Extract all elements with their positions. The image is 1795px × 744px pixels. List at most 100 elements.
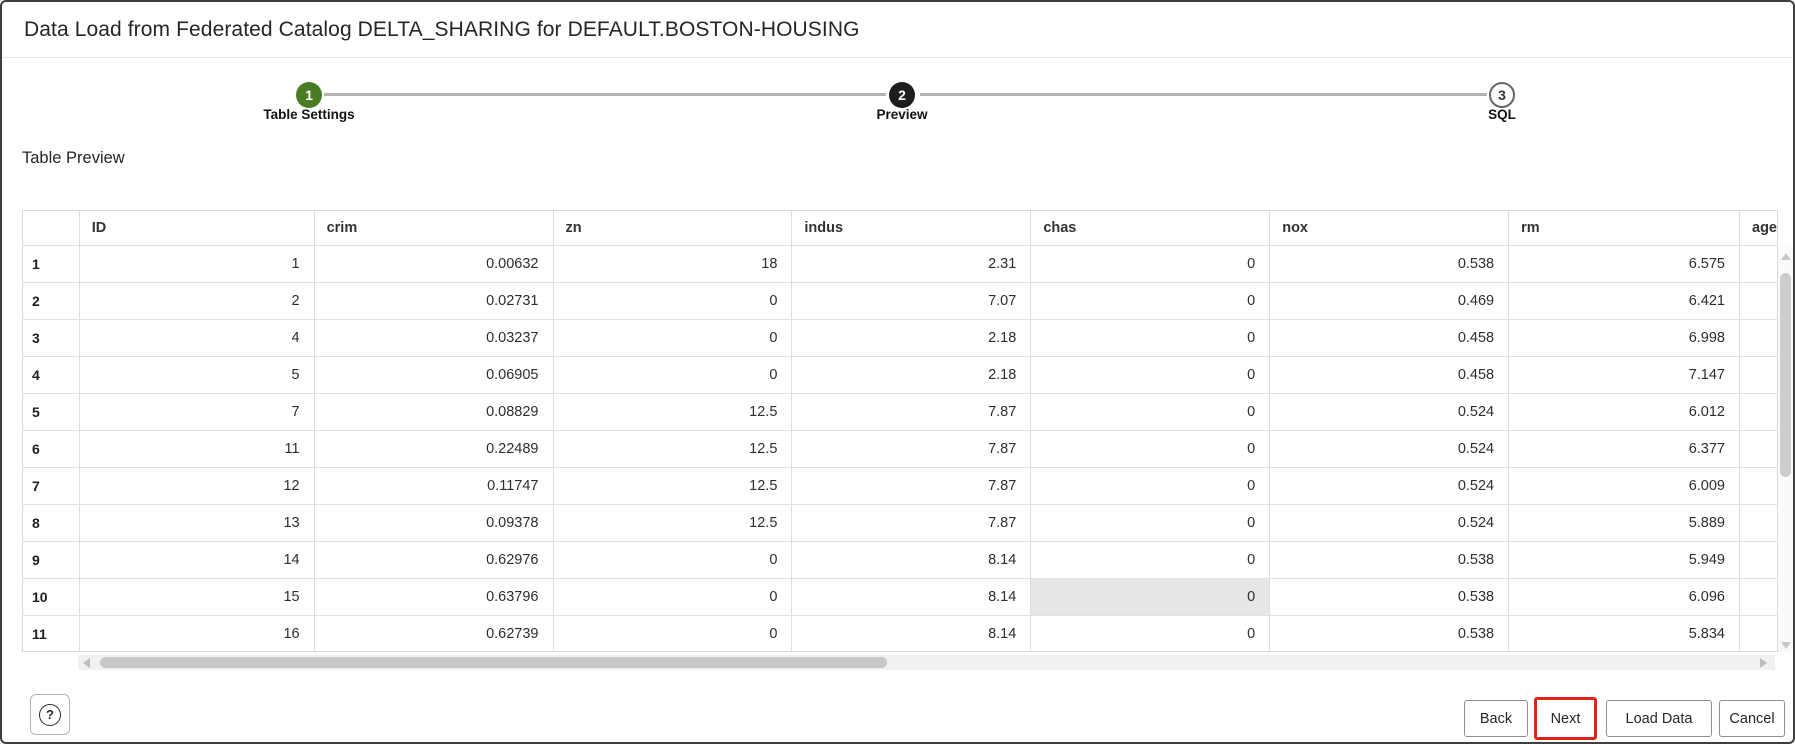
scroll-up-icon[interactable]: [1781, 253, 1791, 260]
cell-chas[interactable]: 0: [1030, 541, 1271, 579]
cell-crim[interactable]: 0.11747: [314, 467, 554, 505]
cell-chas[interactable]: 0: [1030, 615, 1271, 651]
cell-chas[interactable]: 0: [1030, 578, 1271, 616]
vertical-scrollbar[interactable]: [1778, 245, 1793, 652]
cell-age[interactable]: [1739, 393, 1777, 431]
row-number-cell[interactable]: 5: [23, 393, 80, 431]
scroll-down-icon[interactable]: [1781, 642, 1791, 649]
cell-ID[interactable]: 12: [79, 467, 315, 505]
cell-rm[interactable]: 6.009: [1508, 467, 1740, 505]
cell-chas[interactable]: 0: [1030, 245, 1271, 283]
cell-indus[interactable]: 8.14: [791, 615, 1032, 651]
cell-crim[interactable]: 0.08829: [314, 393, 554, 431]
cell-rm[interactable]: 6.421: [1508, 282, 1740, 320]
cell-indus[interactable]: 7.87: [791, 430, 1032, 468]
cell-rm[interactable]: 5.889: [1508, 504, 1740, 542]
cell-age[interactable]: [1739, 319, 1777, 357]
cell-ID[interactable]: 7: [79, 393, 315, 431]
cell-age[interactable]: [1739, 282, 1777, 320]
cell-age[interactable]: [1739, 615, 1777, 651]
row-number-cell[interactable]: 6: [23, 430, 80, 468]
horizontal-scrollbar[interactable]: [78, 655, 1775, 670]
cell-rm[interactable]: 6.377: [1508, 430, 1740, 468]
cell-nox[interactable]: 0.469: [1269, 282, 1510, 320]
vertical-scrollbar-thumb[interactable]: [1780, 273, 1791, 477]
cell-crim[interactable]: 0.06905: [314, 356, 554, 394]
cell-chas[interactable]: 0: [1030, 356, 1271, 394]
cell-indus[interactable]: 2.18: [791, 356, 1032, 394]
cell-rm[interactable]: 7.147: [1508, 356, 1740, 394]
scroll-right-icon[interactable]: [1760, 658, 1767, 668]
cell-zn[interactable]: 12.5: [553, 504, 793, 542]
cell-ID[interactable]: 1: [79, 245, 315, 283]
cell-crim[interactable]: 0.22489: [314, 430, 554, 468]
cell-nox[interactable]: 0.458: [1269, 356, 1510, 394]
cell-nox[interactable]: 0.538: [1269, 615, 1510, 651]
row-number-cell[interactable]: 1: [23, 245, 80, 283]
cell-crim[interactable]: 0.09378: [314, 504, 554, 542]
cell-ID[interactable]: 2: [79, 282, 315, 320]
cell-indus[interactable]: 8.14: [791, 578, 1032, 616]
cell-rm[interactable]: 5.949: [1508, 541, 1740, 579]
cell-age[interactable]: [1739, 245, 1777, 283]
cell-zn[interactable]: 0: [553, 319, 793, 357]
cell-age[interactable]: [1739, 504, 1777, 542]
load-data-button[interactable]: Load Data: [1606, 700, 1712, 737]
cell-age[interactable]: [1739, 430, 1777, 468]
cell-crim[interactable]: 0.02731: [314, 282, 554, 320]
cell-zn[interactable]: 12.5: [553, 430, 793, 468]
cell-nox[interactable]: 0.458: [1269, 319, 1510, 357]
cell-ID[interactable]: 5: [79, 356, 315, 394]
cell-indus[interactable]: 7.87: [791, 393, 1032, 431]
cell-indus[interactable]: 7.87: [791, 504, 1032, 542]
cell-zn[interactable]: 12.5: [553, 393, 793, 431]
cell-rm[interactable]: 6.575: [1508, 245, 1740, 283]
cell-zn[interactable]: 0: [553, 615, 793, 651]
cell-crim[interactable]: 0.63796: [314, 578, 554, 616]
cell-indus[interactable]: 8.14: [791, 541, 1032, 579]
cell-crim[interactable]: 0.03237: [314, 319, 554, 357]
row-number-cell[interactable]: 4: [23, 356, 80, 394]
cell-zn[interactable]: 0: [553, 541, 793, 579]
cell-crim[interactable]: 0.62739: [314, 615, 554, 651]
cell-ID[interactable]: 16: [79, 615, 315, 651]
cell-zn[interactable]: 0: [553, 282, 793, 320]
cell-nox[interactable]: 0.538: [1269, 541, 1510, 579]
cell-rm[interactable]: 6.998: [1508, 319, 1740, 357]
cell-ID[interactable]: 14: [79, 541, 315, 579]
next-button[interactable]: Next: [1534, 697, 1597, 740]
cell-age[interactable]: [1739, 356, 1777, 394]
cell-ID[interactable]: 13: [79, 504, 315, 542]
cell-age[interactable]: [1739, 467, 1777, 505]
cell-nox[interactable]: 0.524: [1269, 504, 1510, 542]
cell-nox[interactable]: 0.524: [1269, 467, 1510, 505]
cell-zn[interactable]: 0: [553, 356, 793, 394]
help-button[interactable]: ?: [30, 694, 70, 735]
cell-zn[interactable]: 0: [553, 578, 793, 616]
cell-ID[interactable]: 11: [79, 430, 315, 468]
horizontal-scrollbar-thumb[interactable]: [100, 657, 887, 668]
cell-indus[interactable]: 2.18: [791, 319, 1032, 357]
cell-nox[interactable]: 0.538: [1269, 245, 1510, 283]
cell-nox[interactable]: 0.538: [1269, 578, 1510, 616]
cell-chas[interactable]: 0: [1030, 319, 1271, 357]
row-number-cell[interactable]: 8: [23, 504, 80, 542]
cell-zn[interactable]: 12.5: [553, 467, 793, 505]
cell-zn[interactable]: 18: [553, 245, 793, 283]
row-number-cell[interactable]: 11: [23, 615, 80, 651]
row-number-cell[interactable]: 10: [23, 578, 80, 616]
cell-ID[interactable]: 15: [79, 578, 315, 616]
row-number-cell[interactable]: 7: [23, 467, 80, 505]
row-number-cell[interactable]: 9: [23, 541, 80, 579]
cell-chas[interactable]: 0: [1030, 282, 1271, 320]
cell-indus[interactable]: 2.31: [791, 245, 1032, 283]
cell-crim[interactable]: 0.62976: [314, 541, 554, 579]
cell-rm[interactable]: 6.096: [1508, 578, 1740, 616]
cell-chas[interactable]: 0: [1030, 430, 1271, 468]
back-button[interactable]: Back: [1464, 700, 1528, 737]
cell-age[interactable]: [1739, 578, 1777, 616]
cell-indus[interactable]: 7.87: [791, 467, 1032, 505]
cell-age[interactable]: [1739, 541, 1777, 579]
cell-chas[interactable]: 0: [1030, 393, 1271, 431]
cell-ID[interactable]: 4: [79, 319, 315, 357]
